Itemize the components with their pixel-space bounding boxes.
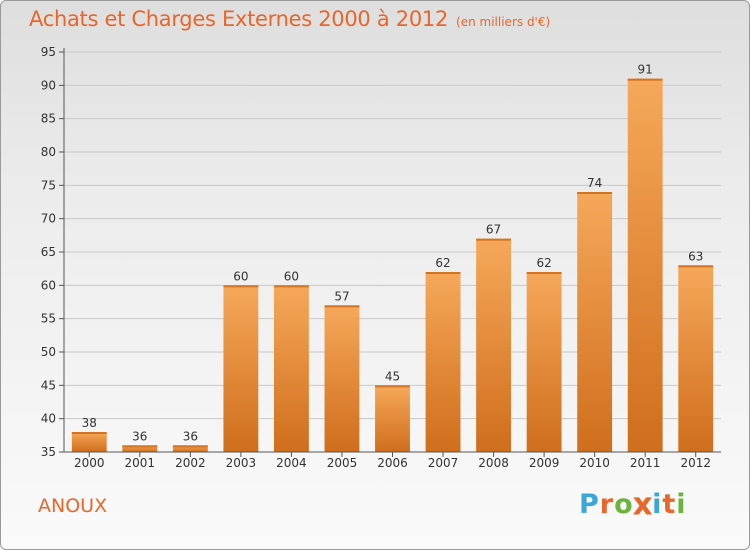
bar-top-edge (577, 192, 613, 194)
bar-value-label: 36 (183, 429, 198, 443)
proxiti-logo[interactable]: Proxiti (579, 486, 687, 523)
axes (59, 48, 721, 457)
bar-top-edge (223, 285, 259, 288)
x-tick-label: 2003 (226, 456, 257, 470)
bar (678, 265, 714, 452)
y-tick-label: 95 (41, 45, 56, 59)
logo-letter: o (614, 489, 634, 520)
x-tick-label: 2009 (529, 456, 560, 470)
x-tick-label: 2005 (327, 456, 358, 470)
bar-top-edge (122, 445, 158, 448)
bar (526, 272, 562, 452)
bar-top-edge (273, 285, 309, 288)
bar-top-edge (627, 78, 663, 81)
bar-value-label: 60 (284, 269, 299, 283)
bar-value-label: 57 (334, 289, 349, 303)
y-tick-label: 80 (41, 145, 56, 159)
chart-title: Achats et Charges Externes 2000 à 2012 (e… (29, 7, 550, 31)
x-tick-label: 2002 (175, 456, 206, 470)
bar-top-edge (172, 445, 208, 448)
y-tick-label: 90 (41, 78, 56, 92)
x-tick-label: 2000 (74, 456, 105, 470)
bar-top-edge (678, 265, 714, 268)
bar-value-label: 62 (536, 256, 551, 270)
y-tick-label: 65 (41, 245, 56, 259)
x-tick-label: 2006 (377, 456, 408, 470)
x-tick-label: 2008 (478, 456, 509, 470)
logo-letter: r (599, 489, 615, 520)
bar-value-label: 36 (132, 429, 147, 443)
y-tick-label: 40 (41, 412, 56, 426)
bar-top-edge (71, 432, 107, 434)
y-tick-label: 50 (41, 345, 56, 359)
bar-value-label: 74 (587, 176, 602, 190)
x-tick-label: 2011 (630, 456, 661, 470)
x-tick-label: 2001 (125, 456, 156, 470)
x-tick-label: 2010 (579, 456, 610, 470)
logo-letter: i (652, 489, 663, 520)
y-tick-label: 35 (41, 445, 56, 459)
bars (71, 78, 714, 453)
chart-subtitle: (en milliers d'€) (456, 15, 551, 29)
bar-value-label: 38 (82, 416, 97, 430)
chart-title-text: Achats et Charges Externes 2000 à 2012 (29, 7, 449, 31)
bar-top-edge (425, 272, 461, 274)
bar-value-label: 91 (638, 63, 653, 77)
bar-value-label: 67 (486, 223, 501, 237)
bar (425, 272, 461, 452)
bar (375, 385, 410, 452)
bar (476, 238, 512, 452)
bar-value-label: 62 (435, 256, 450, 270)
town-name: ANOUX (38, 495, 108, 517)
bar (627, 78, 663, 453)
logo-letter: P (579, 489, 600, 520)
x-tick-label: 2012 (680, 456, 711, 470)
y-tick-label: 45 (41, 378, 56, 392)
y-tick-label: 70 (41, 212, 56, 226)
y-tick-label: 75 (41, 178, 56, 192)
y-tick-label: 60 (41, 278, 56, 292)
bar (324, 305, 360, 452)
labels: 35 40 45 50 55 60 65 70 75 80 85 90 95 38 2000 36 2001 36… (41, 45, 711, 470)
bar-top-edge (375, 385, 410, 388)
logo-letter: t (662, 489, 677, 520)
bar-top-edge (324, 305, 360, 308)
bar (577, 192, 613, 452)
bar-value-label: 63 (688, 249, 703, 263)
bar (122, 445, 158, 452)
logo-letter: i (676, 489, 687, 520)
bar-value-label: 45 (385, 369, 400, 383)
bar (172, 445, 208, 452)
y-tick-label: 85 (41, 112, 56, 126)
y-tick-label: 55 (41, 312, 56, 326)
bar-top-edge (476, 238, 512, 241)
bar-top-edge (526, 272, 562, 274)
bar (273, 285, 309, 452)
logo-letter: x (632, 486, 654, 523)
bar-value-label: 60 (233, 269, 248, 283)
x-tick-label: 2007 (428, 456, 459, 470)
bar (223, 285, 259, 452)
bar (71, 432, 107, 452)
x-tick-label: 2004 (276, 456, 307, 470)
